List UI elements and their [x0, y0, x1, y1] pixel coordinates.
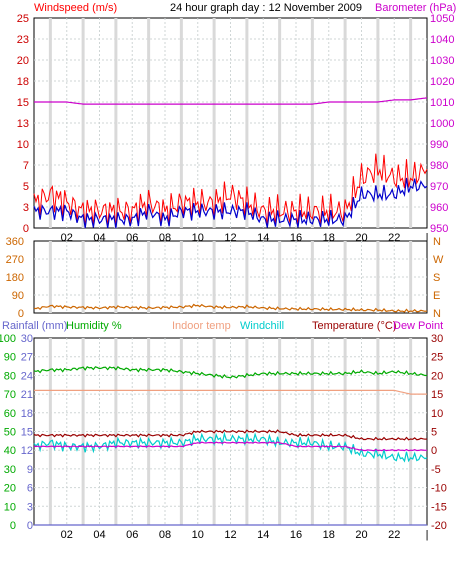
humidity-line — [33, 365, 428, 379]
y2-tick-label: 970 — [430, 181, 448, 193]
dewpoint-line — [33, 441, 428, 452]
humidity-axis-label: Humidity % — [66, 320, 122, 332]
y2-tick-label: 980 — [430, 160, 448, 172]
temperature-humidity-panel: 0102030405060708090100036912151821242730… — [0, 333, 447, 541]
temperature-line — [33, 429, 428, 441]
indoor-temp-line — [34, 389, 427, 395]
y-tick-label: 90 — [12, 290, 24, 302]
y-tick-label: 60 — [4, 408, 16, 420]
y2-tick-label: 30 — [431, 333, 443, 345]
y-tick-label: 50 — [4, 427, 16, 439]
y-tick-label: 0 — [23, 223, 29, 235]
x-tick-label: 04 — [93, 529, 105, 541]
y2-tick-label: 20 — [431, 370, 443, 382]
y-tick-label: 360 — [6, 236, 24, 248]
x-tick-label: 06 — [126, 529, 138, 541]
y-tick-label: 40 — [4, 445, 16, 457]
y-tick-label: 80 — [4, 370, 16, 382]
wind-direction-line — [33, 303, 428, 313]
x-tick-label: 18 — [323, 529, 335, 541]
y2-tick-label: N — [433, 308, 441, 320]
y-tick-label: 24 — [21, 370, 33, 382]
windchill-label: Windchill — [240, 320, 284, 332]
y2-tick-label: 1020 — [430, 76, 454, 88]
y2-tick-label: N — [433, 236, 441, 248]
y2-tick-label: 960 — [430, 202, 448, 214]
y2-tick-label: E — [433, 290, 440, 302]
y-tick-label: 10 — [17, 139, 29, 151]
y2-tick-label: 5 — [431, 427, 437, 439]
y-tick-label: 70 — [4, 389, 16, 401]
y-tick-label: 10 — [4, 501, 16, 513]
y2-tick-label: -5 — [431, 464, 441, 476]
y2-tick-label: 1050 — [430, 13, 454, 25]
y-tick-label: 12 — [21, 445, 33, 457]
y2-tick-label: 950 — [430, 223, 448, 235]
y-tick-label: 18 — [21, 408, 33, 420]
y-tick-label: 15 — [21, 427, 33, 439]
y-tick-label: 13 — [17, 118, 29, 130]
x-tick-label: 14 — [257, 529, 269, 541]
wind-gust-line — [33, 153, 428, 229]
y-tick-label: 270 — [6, 254, 24, 266]
y2-tick-label: W — [433, 254, 444, 266]
y2-tick-label: -15 — [431, 501, 447, 513]
y2-tick-label: 25 — [431, 352, 443, 364]
y2-tick-label: 1040 — [430, 34, 454, 46]
x-tick-label: | — [426, 529, 429, 541]
x-tick-label: 16 — [290, 529, 302, 541]
y2-tick-label: 10 — [431, 408, 443, 420]
y2-tick-label: 0 — [431, 445, 437, 457]
y-tick-label: 3 — [27, 501, 33, 513]
x-tick-label: | — [426, 232, 429, 244]
y2-tick-label: -10 — [431, 483, 447, 495]
y-tick-label: 90 — [4, 352, 16, 364]
y-tick-label: 6 — [27, 483, 33, 495]
y2-tick-label: 990 — [430, 139, 448, 151]
y2-tick-label: S — [433, 272, 440, 284]
y-tick-label: 30 — [21, 333, 33, 345]
x-tick-label: 22 — [388, 529, 400, 541]
y-tick-label: 23 — [17, 34, 29, 46]
y-tick-label: 0 — [27, 520, 33, 532]
y-tick-label: 15 — [17, 97, 29, 109]
wind-barometer-panel: 0 3 5 7 10 13 15 18 20 23 25 950 960 970 980 990 1000 101… — [17, 13, 455, 244]
y-tick-label: 0 — [18, 308, 24, 320]
indoor-temp-label: Indoor temp — [172, 320, 231, 332]
chart-title: 24 hour graph day : 12 November 2009 — [170, 2, 362, 14]
dewpoint-label: Dew Point — [393, 320, 443, 332]
y2-tick-label: 1000 — [430, 118, 454, 130]
x-tick-label: 12 — [224, 529, 236, 541]
y-tick-label: 9 — [27, 464, 33, 476]
temperature-axis-label: Temperature (°C) — [312, 320, 396, 332]
y-tick-label: 20 — [4, 483, 16, 495]
y-tick-label: 5 — [23, 181, 29, 193]
y2-tick-label: -20 — [431, 520, 447, 532]
barometer-axis-label: Barometer (hPa) — [375, 2, 456, 14]
barometer-line — [34, 97, 428, 105]
rainfall-axis-label: Rainfall (mm) — [2, 320, 67, 332]
y-tick-label: 100 — [0, 333, 16, 345]
x-tick-label: 02 — [61, 529, 73, 541]
y-tick-label: 18 — [17, 76, 29, 88]
wind-avg-line — [33, 177, 428, 229]
y-tick-label: 0 — [10, 520, 16, 532]
y-tick-label: 30 — [4, 464, 16, 476]
y-tick-label: 27 — [21, 352, 33, 364]
y2-tick-label: 1010 — [430, 97, 454, 109]
y2-tick-label: 15 — [431, 389, 443, 401]
y-tick-label: 3 — [23, 202, 29, 214]
x-tick-label: 10 — [192, 529, 204, 541]
x-tick-label: 20 — [355, 529, 367, 541]
windspeed-axis-label: Windspeed (m/s) — [34, 2, 117, 14]
y-tick-label: 21 — [21, 389, 33, 401]
y-tick-label: 7 — [23, 160, 29, 172]
x-tick-label: 08 — [159, 529, 171, 541]
y-tick-label: 25 — [17, 13, 29, 25]
y-tick-label: 180 — [6, 272, 24, 284]
y-tick-label: 20 — [17, 55, 29, 67]
y2-tick-label: 1030 — [430, 55, 454, 67]
